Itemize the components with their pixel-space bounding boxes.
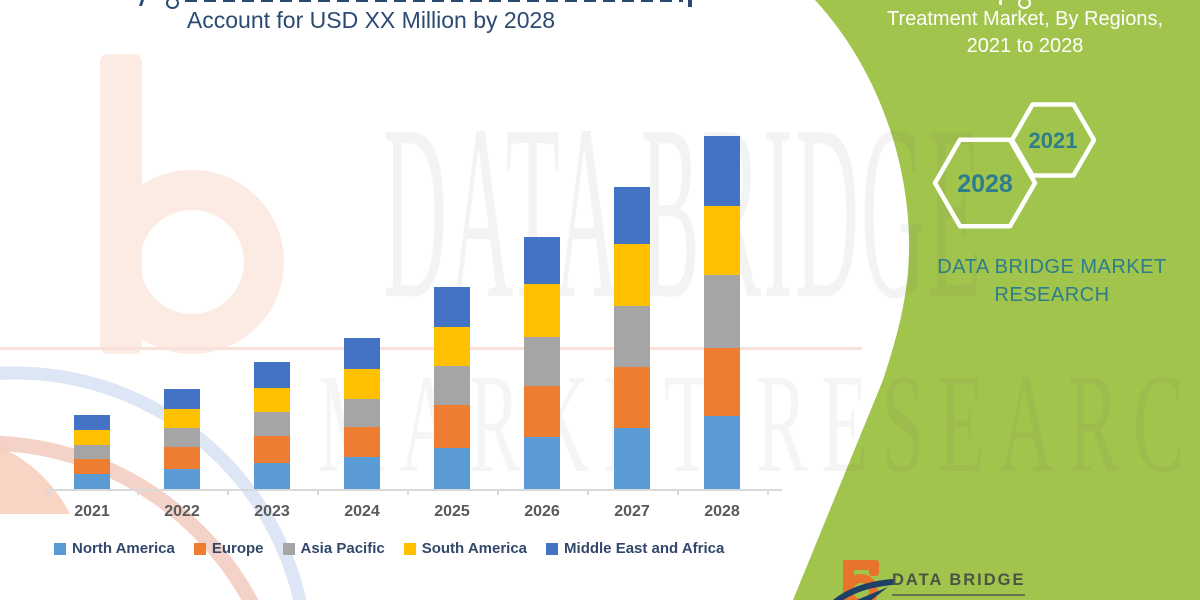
legend-item: Europe: [193, 540, 264, 557]
bar-segment-2023: [254, 463, 290, 489]
bar-segment-2023: [254, 362, 290, 388]
bar-segment-2022: [164, 469, 200, 489]
legend-label: Europe: [211, 540, 264, 557]
bar-segment-2026: [524, 386, 560, 437]
bar-segment-2021: [74, 474, 110, 489]
bar-segment-2023: [254, 388, 290, 412]
bar-segment-2028: [704, 416, 740, 489]
axis-tick: [47, 489, 49, 495]
legend-item: North America: [54, 540, 175, 557]
x-axis-label: 2024: [344, 503, 380, 520]
legend-swatch-icon: [546, 542, 559, 555]
x-axis-label: 2025: [434, 503, 470, 520]
axis-tick: [767, 489, 769, 495]
legend-swatch-icon: [54, 542, 66, 555]
x-axis-label: 2023: [254, 503, 290, 520]
legend-swatch-icon: [282, 542, 295, 555]
x-axis-label: 2027: [614, 503, 650, 520]
legend-item: Asia Pacific: [282, 540, 385, 557]
ghost-swoosh-blue-icon: [0, 366, 307, 600]
bar-segment-2028: [704, 206, 740, 275]
x-axis-line: [45, 489, 782, 491]
axis-tick: [137, 489, 139, 495]
bar-segment-2026: [524, 284, 560, 337]
x-axis-label: 2022: [164, 503, 200, 520]
bar-segment-2021: [74, 445, 110, 459]
bar-segment-2023: [254, 436, 290, 463]
legend-item: South America: [403, 540, 528, 557]
bar-segment-2022: [164, 447, 200, 469]
bar-segment-2024: [344, 457, 380, 489]
cropped-title-fragment: [185, 0, 683, 2]
bar-segment-2027: [614, 187, 650, 244]
bar-segment-2026: [524, 337, 560, 386]
legend-label: Middle East and Africa: [564, 540, 725, 557]
legend-item: Middle East and Africa: [546, 540, 724, 557]
x-axis-label: 2021: [74, 503, 110, 520]
ghost-corner-wedge-icon: [0, 447, 70, 514]
bar-segment-2025: [434, 405, 470, 448]
bar-segment-2024: [344, 427, 380, 457]
bar-segment-2025: [434, 327, 470, 366]
bar-segment-2021: [74, 459, 110, 474]
x-axis-label: 2028: [704, 503, 740, 520]
chart-legend: North America Europe Asia Pacific South Ame…: [54, 540, 724, 557]
bar-segment-2022: [164, 428, 200, 447]
legend-swatch-icon: [403, 542, 416, 555]
bar-segment-2024: [344, 369, 380, 399]
bar-segment-2026: [524, 437, 560, 489]
legend-label: North America: [72, 540, 175, 557]
bar-segment-2028: [704, 275, 740, 348]
bar-segment-2024: [344, 338, 380, 369]
axis-tick: [497, 489, 499, 495]
x-axis-label: 2026: [524, 503, 560, 520]
bar-segment-2028: [704, 348, 740, 416]
bar-segment-2023: [254, 412, 290, 436]
bar-segment-2025: [434, 366, 470, 405]
axis-tick: [227, 489, 229, 495]
bar-segment-2027: [614, 244, 650, 306]
axis-tick: [677, 489, 679, 495]
bar-segment-2027: [614, 428, 650, 489]
bar-segment-2022: [164, 409, 200, 428]
axis-tick: [587, 489, 589, 495]
bar-segment-2021: [74, 430, 110, 445]
cropped-title-fragment: [166, 0, 179, 9]
cropped-title-fragment: [688, 0, 692, 7]
bar-segment-2027: [614, 306, 650, 367]
bar-segment-2021: [74, 415, 110, 430]
legend-label: Asia Pacific: [300, 540, 385, 557]
bar-segment-2025: [434, 287, 470, 327]
chart-title: Account for USD XX Million by 2028: [186, 7, 556, 33]
legend-label: South America: [421, 540, 528, 557]
green-side-panel: [793, 0, 1200, 600]
bar-segment-2027: [614, 367, 650, 428]
ghost-logo-b-icon: [0, 54, 862, 600]
axis-tick: [407, 489, 409, 495]
bar-segment-2026: [524, 237, 560, 284]
bar-segment-2028: [704, 136, 740, 206]
bar-segment-2024: [344, 399, 380, 427]
bar-segment-2022: [164, 389, 200, 409]
bar-segment-2025: [434, 448, 470, 489]
legend-swatch-icon: [193, 542, 206, 555]
axis-tick: [317, 489, 319, 495]
